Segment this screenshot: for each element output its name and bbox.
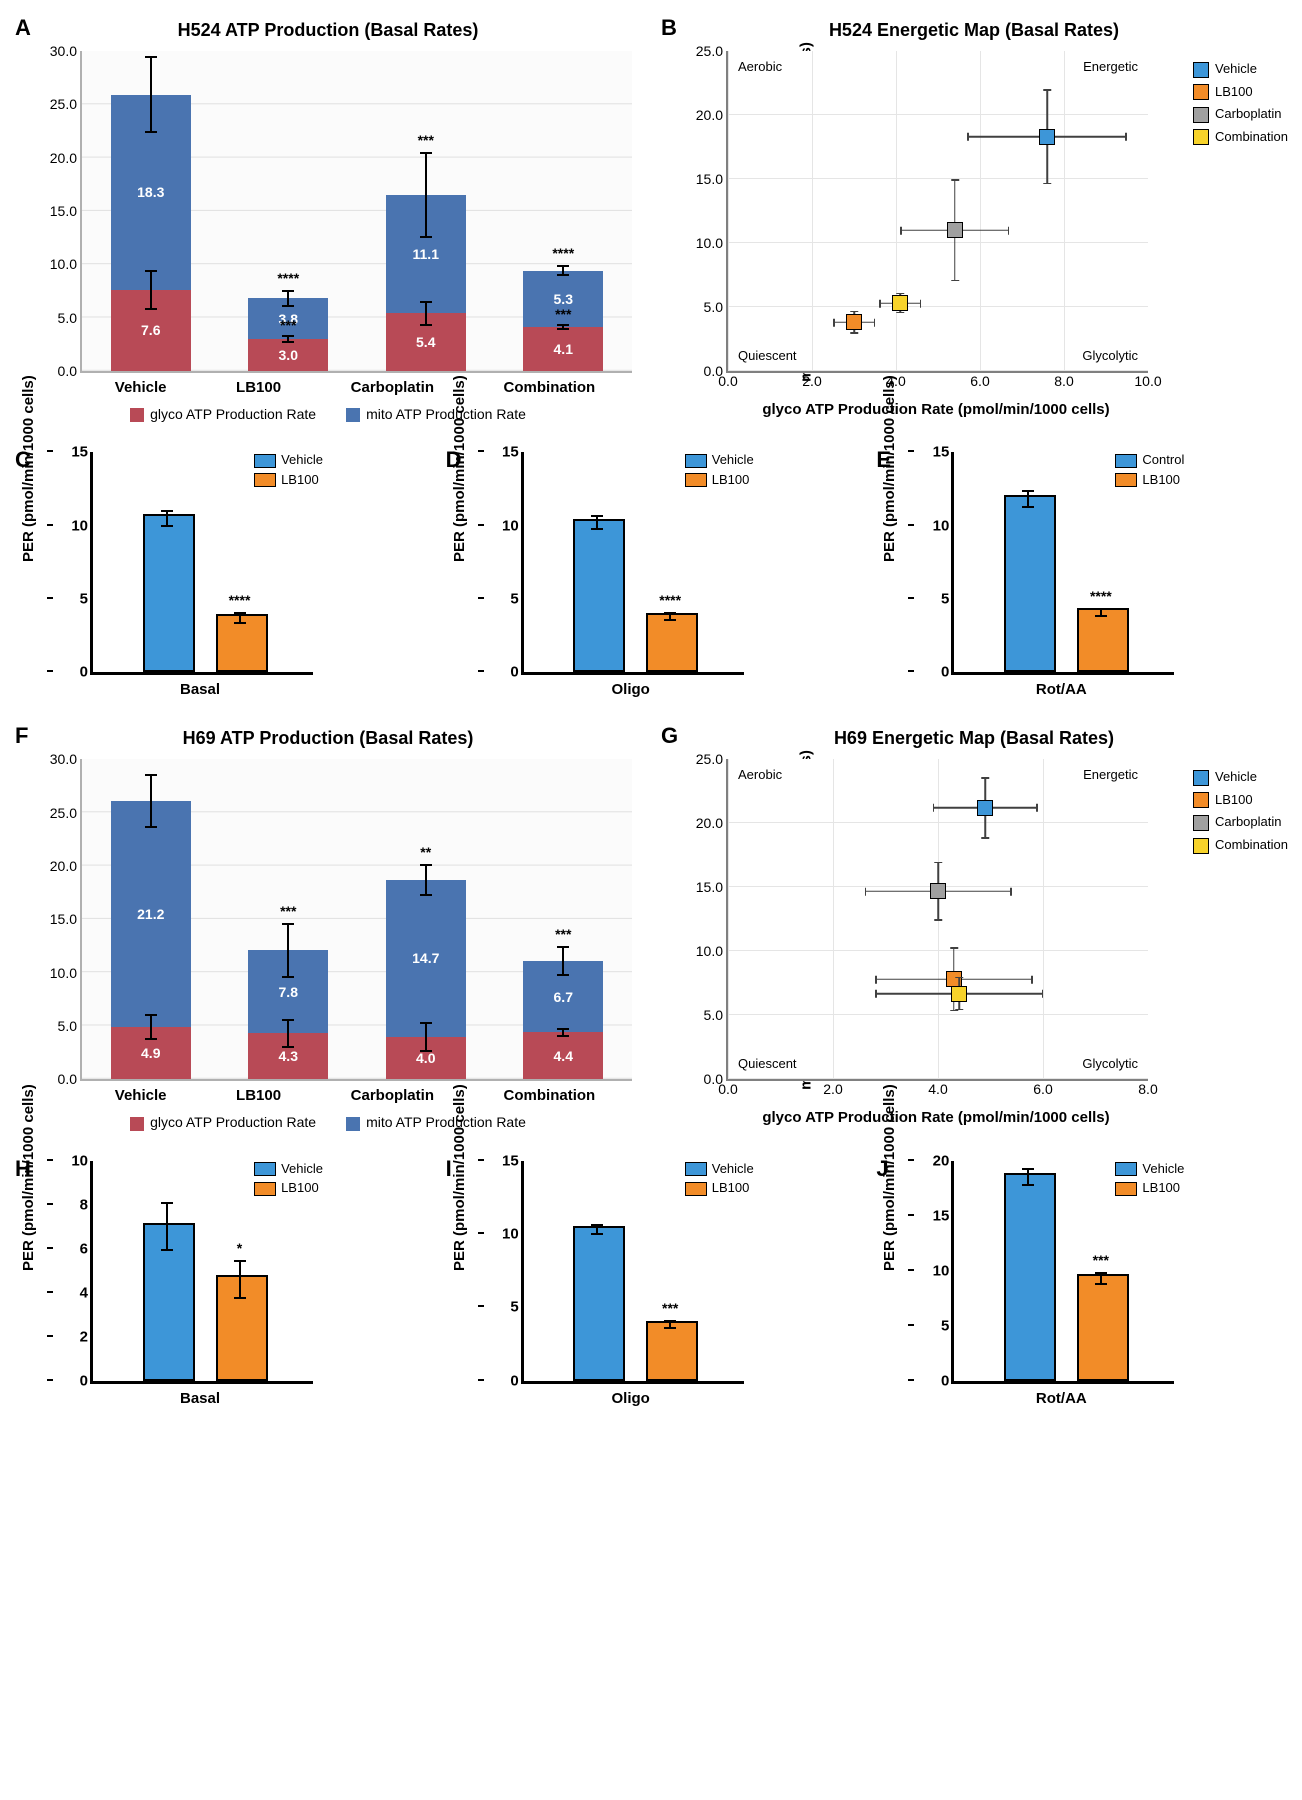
bar-Vehicle <box>143 1223 195 1381</box>
bar-Vehicle <box>573 1226 625 1381</box>
bar-LB100 <box>216 1275 268 1380</box>
bar-LB100 <box>1077 1274 1129 1380</box>
panel-C: C PER (pmol/min/1000 cells) 0 5 10 15 **… <box>20 452 421 698</box>
bar-Carboplatin: 11.1 5.4 *** <box>386 195 466 371</box>
bar-Vehicle <box>143 514 195 672</box>
per-row-1: C PER (pmol/min/1000 cells) 0 5 10 15 **… <box>20 452 1282 698</box>
point-Vehicle <box>977 800 993 816</box>
bar-Combination: 6.7 4.4 *** <box>523 961 603 1079</box>
point-Combination <box>892 295 908 311</box>
bar-Vehicle: 18.3 7.6 <box>111 95 191 371</box>
panel-A: A H524 ATP Production (Basal Rates) ATP … <box>20 20 636 422</box>
bar-LB100: 7.8 4.3 *** <box>248 950 328 1079</box>
panel-G: G H69 Energetic Map (Basal Rates) mito A… <box>666 728 1282 1130</box>
panel-D: D PER (pmol/min/1000 cells) 0 5 10 15 **… <box>451 452 852 698</box>
bar-Control <box>1004 495 1056 672</box>
bar-LB100 <box>646 613 698 673</box>
point-Combination <box>951 986 967 1002</box>
bar-Carboplatin: 14.7 4.0 ** <box>386 880 466 1079</box>
panel-E: E PER (pmol/min/1000 cells) 0 5 10 15 **… <box>881 452 1282 698</box>
point-LB100 <box>846 314 862 330</box>
panel-J: J PER (pmol/min/1000 cells) 0 5 10 15 20… <box>881 1161 1282 1407</box>
bar-Vehicle <box>573 519 625 673</box>
bar-Combination: 5.3 4.1 **** *** <box>523 271 603 371</box>
point-Carboplatin <box>930 883 946 899</box>
panel-F: F H69 ATP Production (Basal Rates) ATP P… <box>20 728 636 1130</box>
bar-Vehicle: 21.2 4.9 <box>111 801 191 1079</box>
panel-I: I PER (pmol/min/1000 cells) 0 5 10 15 **… <box>451 1161 852 1407</box>
bar-Vehicle <box>1004 1173 1056 1381</box>
point-Carboplatin <box>947 222 963 238</box>
bar-LB100 <box>646 1321 698 1381</box>
per-row-2: H PER (pmol/min/1000 cells) 0 2 4 6 8 10… <box>20 1161 1282 1407</box>
panel-H: H PER (pmol/min/1000 cells) 0 2 4 6 8 10… <box>20 1161 421 1407</box>
point-Vehicle <box>1039 129 1055 145</box>
bar-LB100 <box>1077 608 1129 672</box>
bar-LB100: 3.8 3.0 **** *** <box>248 298 328 371</box>
panel-B: B H524 Energetic Map (Basal Rates) mito … <box>666 20 1282 422</box>
